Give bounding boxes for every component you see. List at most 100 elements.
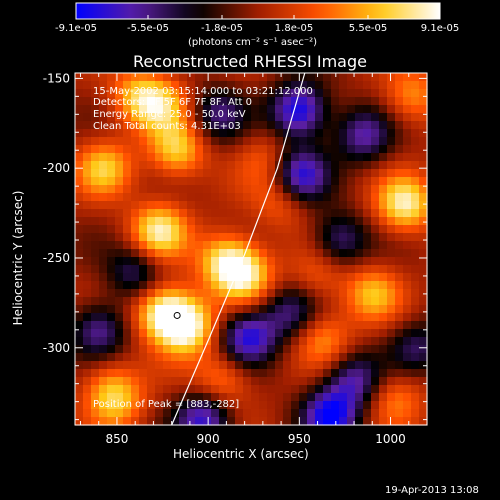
heatmap-cell: [131, 217, 140, 226]
heatmap-cell: [411, 305, 420, 314]
heatmap-cell: [379, 369, 388, 378]
heatmap-cell: [307, 153, 316, 162]
heatmap-cell: [403, 249, 412, 258]
heatmap-cell: [331, 241, 340, 250]
heatmap-cell: [387, 97, 396, 106]
heatmap-cell: [379, 297, 388, 306]
heatmap-cell: [299, 161, 308, 170]
heatmap-cell: [275, 225, 284, 234]
colorbar: [75, 2, 441, 20]
heatmap-cell: [171, 345, 180, 354]
heatmap-cell: [139, 297, 148, 306]
heatmap-cell: [171, 233, 180, 242]
heatmap-cell: [355, 305, 364, 314]
heatmap-cell: [307, 105, 316, 114]
heatmap-cell: [195, 161, 204, 170]
heatmap-cell: [315, 409, 324, 418]
heatmap-cell: [403, 121, 412, 130]
heatmap-cell: [123, 417, 132, 426]
heatmap-cell: [227, 329, 236, 338]
heatmap-cell: [107, 193, 116, 202]
heatmap-cell: [363, 265, 372, 274]
heatmap-cell: [267, 217, 276, 226]
heatmap-cell: [243, 153, 252, 162]
heatmap-cell: [243, 241, 252, 250]
heatmap-cell: [403, 321, 412, 330]
heatmap-cell: [411, 369, 420, 378]
heatmap-cell: [291, 305, 300, 314]
heatmap-cell: [291, 345, 300, 354]
heatmap-cell: [115, 369, 124, 378]
info-line-4: Clean Total counts: 4.31E+03: [93, 121, 241, 132]
heatmap-cell: [339, 249, 348, 258]
heatmap-cell: [75, 393, 84, 402]
heatmap-cell: [251, 209, 260, 218]
heatmap-cell: [419, 329, 428, 338]
heatmap-cell: [203, 321, 212, 330]
heatmap-cell: [307, 337, 316, 346]
heatmap-cell: [371, 409, 380, 418]
heatmap-cell: [355, 321, 364, 330]
heatmap-cell: [99, 161, 108, 170]
heatmap-cell: [267, 417, 276, 426]
heatmap-cell: [355, 289, 364, 298]
heatmap-cell: [283, 297, 292, 306]
heatmap-cell: [267, 169, 276, 178]
heatmap-cell: [171, 113, 180, 122]
heatmap-cell: [395, 321, 404, 330]
heatmap-cell: [235, 337, 244, 346]
heatmap-cell: [179, 113, 188, 122]
heatmap-cell: [291, 81, 300, 90]
heatmap-cell: [347, 273, 356, 282]
heatmap-cell: [131, 233, 140, 242]
heatmap-cell: [211, 377, 220, 386]
heatmap-cell: [331, 409, 340, 418]
heatmap-cell: [299, 137, 308, 146]
heatmap-cell: [155, 121, 164, 130]
heatmap-cell: [227, 97, 236, 106]
heatmap-cell: [291, 393, 300, 402]
heatmap-cell: [139, 289, 148, 298]
heatmap-cell: [155, 129, 164, 138]
heatmap-cell: [243, 97, 252, 106]
heatmap-cell: [147, 361, 156, 370]
heatmap-cell: [139, 193, 148, 202]
heatmap-cell: [387, 145, 396, 154]
heatmap-cell: [243, 257, 252, 266]
heatmap-cell: [83, 377, 92, 386]
heatmap-cell: [387, 241, 396, 250]
heatmap-cell: [339, 377, 348, 386]
heatmap-cell: [155, 409, 164, 418]
heatmap-cell: [283, 265, 292, 274]
heatmap-cell: [99, 145, 108, 154]
heatmap-cell: [187, 161, 196, 170]
heatmap-cell: [243, 217, 252, 226]
heatmap-cell: [395, 401, 404, 410]
heatmap-cell: [371, 289, 380, 298]
heatmap-cell: [283, 145, 292, 154]
heatmap-cell: [371, 313, 380, 322]
heatmap-cell: [83, 305, 92, 314]
heatmap-cell: [323, 73, 332, 82]
heatmap-cell: [211, 385, 220, 394]
heatmap-cell: [83, 201, 92, 210]
heatmap-cell: [131, 377, 140, 386]
heatmap-cell: [115, 329, 124, 338]
heatmap-cell: [291, 225, 300, 234]
heatmap-cell: [123, 193, 132, 202]
heatmap-cell: [147, 201, 156, 210]
heatmap-cell: [251, 337, 260, 346]
heatmap-cell: [155, 217, 164, 226]
heatmap-cell: [139, 257, 148, 266]
heatmap-cell: [75, 145, 84, 154]
heatmap-cell: [259, 305, 268, 314]
heatmap-cell: [187, 385, 196, 394]
heatmap-cell: [187, 345, 196, 354]
heatmap-cell: [275, 273, 284, 282]
heatmap-cell: [291, 313, 300, 322]
heatmap-cell: [243, 353, 252, 362]
heatmap-cell: [411, 233, 420, 242]
heatmap-cell: [147, 137, 156, 146]
heatmap-cell: [235, 113, 244, 122]
heatmap-cell: [131, 81, 140, 90]
